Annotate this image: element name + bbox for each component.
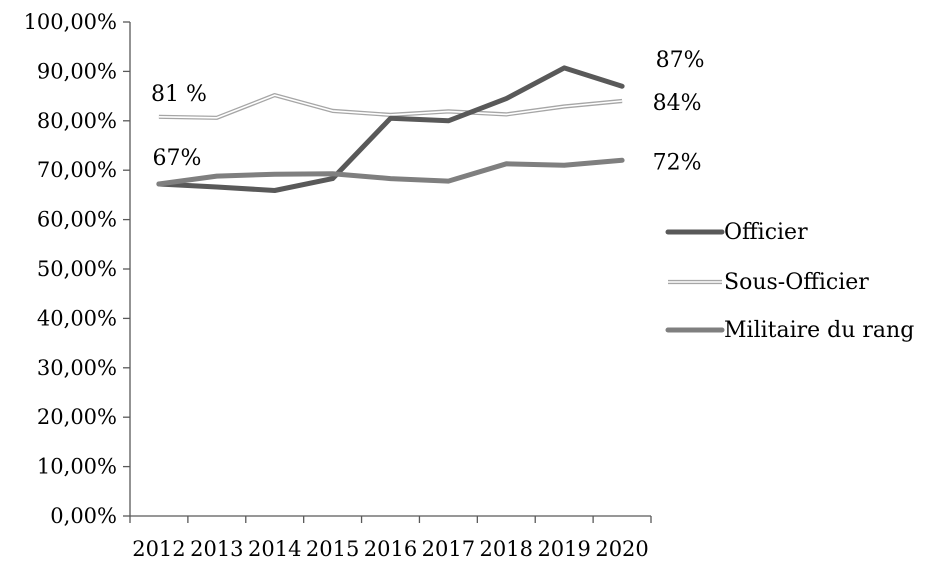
y-tick-label: 60,00%: [37, 208, 117, 232]
y-tick-label: 80,00%: [37, 109, 117, 133]
y-tick-label: 70,00%: [37, 158, 117, 182]
x-axis: 2012 2013 2014 2015 2016 2017 2018 2019 2020: [129, 515, 652, 561]
legend-item-militaire-du-rang: Militaire du rang: [665, 318, 914, 343]
x-tick-label: 2015: [306, 537, 359, 561]
y-tick-label: 0,00%: [50, 504, 117, 528]
y-tick-label: 20,00%: [37, 405, 117, 429]
series-line-militaire-du-rang: [156, 157, 625, 187]
series-line-inner-sous-officier: [158, 94, 623, 119]
legend-item-sous-officier: Sous-Officier: [668, 270, 869, 295]
x-tick-label: 2016: [364, 537, 417, 561]
series-line-officier: [156, 65, 625, 193]
data-label: 72%: [653, 150, 702, 175]
x-tick-label: 2017: [422, 537, 475, 561]
data-label: 87%: [656, 48, 705, 73]
data-label: 84%: [653, 91, 702, 116]
y-tick-label: 50,00%: [37, 257, 117, 281]
x-tick-label: 2018: [480, 537, 533, 561]
legend: Officier Sous-Officier Militaire du rang: [665, 220, 914, 343]
series-layer: [156, 65, 625, 193]
annotation-layer: 81 % 67% 87% 84% 72%: [151, 48, 705, 175]
legend-label: Militaire du rang: [724, 318, 914, 343]
data-label: 81 %: [151, 82, 207, 107]
x-tick-label: 2014: [248, 537, 301, 561]
y-tick-label: 40,00%: [37, 306, 117, 330]
y-tick-label: 30,00%: [37, 356, 117, 380]
data-label: 67%: [152, 146, 201, 171]
legend-label: Sous-Officier: [724, 270, 869, 295]
x-tick-label: 2020: [595, 537, 648, 561]
y-tick-label: 90,00%: [37, 59, 117, 83]
legend-item-officier: Officier: [665, 220, 808, 245]
x-tick-label: 2019: [537, 537, 590, 561]
y-tick-label: 10,00%: [37, 455, 117, 479]
y-axis: 0,00% 10,00% 20,00% 30,00% 40,00% 50,00% 60,00…: [24, 10, 131, 528]
y-tick-label: 100,00%: [24, 10, 117, 34]
legend-label: Officier: [724, 220, 808, 245]
x-tick-label: 2013: [190, 537, 243, 561]
x-tick-label: 2012: [132, 537, 185, 561]
